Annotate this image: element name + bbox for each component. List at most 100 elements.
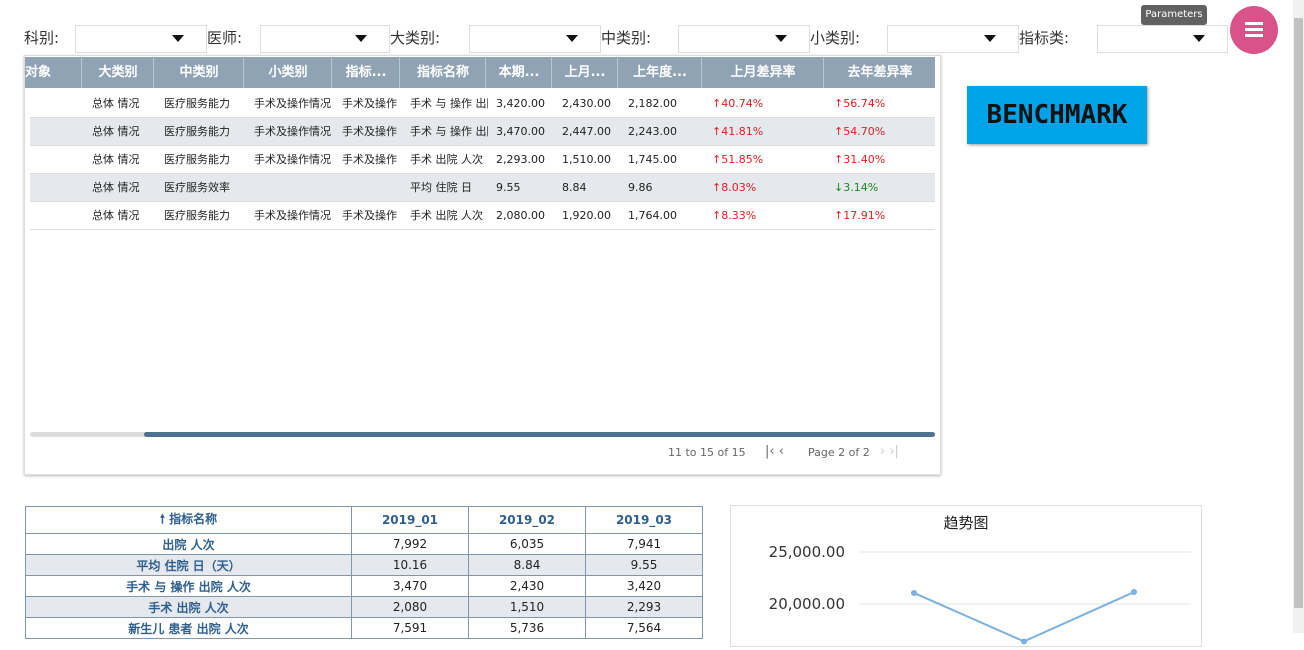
filter-label: 中类别: bbox=[601, 29, 652, 47]
grid-cell: ↑54.70% bbox=[834, 125, 886, 138]
grid-cell bbox=[342, 174, 402, 202]
grid-cell: 9.55 bbox=[496, 181, 521, 194]
filter-select[interactable] bbox=[1097, 25, 1228, 53]
pivot-cell: 2,430 bbox=[468, 575, 586, 597]
grid-cell: 总体 情况 bbox=[92, 97, 140, 110]
pivot-table: 🠕 指标名称 2019_01 2019_02 2019_03 出院 人次 7,992 6,0… bbox=[25, 506, 703, 639]
filter-select[interactable] bbox=[260, 25, 390, 53]
grid-cell: 2,430.00 bbox=[562, 97, 611, 110]
grid-cell: 医疗服务能力 bbox=[164, 97, 230, 110]
grid-cell: ↑31.40% bbox=[834, 153, 886, 166]
pivot-header: 2019_01 bbox=[351, 506, 469, 534]
menu-button[interactable] bbox=[1230, 6, 1278, 54]
grid-cell: ↑51.85% bbox=[712, 153, 764, 166]
pivot-header-text: 2019_03 bbox=[615, 513, 673, 527]
grid-cell: 手术及操作情况 bbox=[254, 125, 331, 138]
chart-panel: 趋势图 25,000.00 20,000.00 bbox=[730, 505, 1202, 647]
grid-header: 对象 大类别 中类别 小类别 指标... 指标名称 本期... 上月... 上年度... 上月差异… bbox=[25, 57, 935, 88]
pivot-row: 新生儿 患者 出院 人次 7,591 5,736 7,564 bbox=[25, 617, 703, 639]
pivot-cell: 7,564 bbox=[585, 617, 703, 639]
grid-cell bbox=[36, 118, 84, 146]
pivot-header: 🠕 指标名称 bbox=[25, 506, 352, 534]
filter-select[interactable] bbox=[75, 25, 207, 53]
grid-cell bbox=[36, 90, 84, 118]
page: Parameters 对象 大类别 中类别 小类别 指标... 指标名称 本期... 上月..… bbox=[24, 0, 1304, 647]
page-info: Page 2 of 2 bbox=[808, 446, 870, 459]
grid-cell bbox=[36, 202, 84, 230]
scroll-thumb[interactable] bbox=[1294, 18, 1303, 608]
filter-select[interactable] bbox=[469, 25, 601, 53]
column-header: 本期... bbox=[485, 57, 552, 88]
filter-select[interactable] bbox=[887, 25, 1019, 53]
grid-cell: 3,470.00 bbox=[496, 125, 545, 138]
grid-row: 总体 情况 医疗服务能力 手术及操作情况 手术及操作 手术 出院 人次 2,080.00 1… bbox=[30, 202, 935, 230]
grid-cell: 9.86 bbox=[628, 181, 653, 194]
grid-cell: ↓3.14% bbox=[834, 181, 879, 194]
pager-nav: |‹ ‹ bbox=[765, 444, 784, 459]
grid-cell bbox=[36, 174, 84, 202]
data-grid: 对象 大类别 中类别 小类别 指标... 指标名称 本期... 上月... 上年度... 上月差异… bbox=[24, 55, 941, 475]
grid-cell: 手术及操作 bbox=[342, 153, 397, 166]
grid-cell: 总体 情况 bbox=[92, 125, 140, 138]
pivot-cell: 2,080 bbox=[351, 596, 469, 618]
column-header: 上年度... bbox=[617, 57, 702, 88]
grid-cell: 医疗服务能力 bbox=[164, 153, 230, 166]
filter-label: 指标类: bbox=[1019, 29, 1070, 47]
grid-cell: 8.84 bbox=[562, 181, 587, 194]
y-tick-label: 20,000.00 bbox=[769, 595, 845, 613]
filter-label: 小类别: bbox=[810, 29, 861, 47]
pivot-header: 2019_02 bbox=[468, 506, 586, 534]
pivot-row: 平均 住院 日（天） 10.16 8.84 9.55 bbox=[25, 554, 703, 576]
column-header: 指标名称 bbox=[399, 57, 486, 88]
trend-chart: 趋势图 25,000.00 20,000.00 bbox=[769, 514, 1191, 645]
grid-cell: 手术 出院 人次 bbox=[410, 209, 483, 222]
column-header: 上月差异率 bbox=[701, 57, 824, 88]
grid-cell: 手术及操作 bbox=[342, 97, 397, 110]
trend-line bbox=[913, 591, 1135, 643]
pivot-cell: 10.16 bbox=[351, 554, 469, 576]
column-header: 去年差异率 bbox=[823, 57, 936, 88]
grid-row: 总体 情况 医疗服务效率 平均 住院 日 9.55 8.84 9.86 ↑8.03% ↓3.1… bbox=[30, 174, 935, 202]
pivot-cell: 手术 与 操作 出院 人次 bbox=[25, 575, 352, 597]
grid-cell: ↑40.74% bbox=[712, 97, 764, 110]
pivot-cell: 手术 出院 人次 bbox=[25, 596, 352, 618]
grid-cell: 1,745.00 bbox=[628, 153, 677, 166]
pivot-row: 出院 人次 7,992 6,035 7,941 bbox=[25, 533, 703, 555]
pager-nav: › ›| bbox=[880, 444, 899, 459]
pivot-cell: 7,591 bbox=[351, 617, 469, 639]
benchmark-logo[interactable]: BENCHMARK bbox=[967, 86, 1147, 144]
column-header: 小类别 bbox=[243, 57, 332, 88]
pivot-cell: 5,736 bbox=[468, 617, 586, 639]
filter-label: 大类别: bbox=[390, 29, 441, 47]
grid-cell: 手术及操作 bbox=[342, 209, 397, 222]
pivot-cell: 6,035 bbox=[468, 533, 586, 555]
grid-cell: 总体 情况 bbox=[92, 153, 140, 166]
pivot-cell: 2,293 bbox=[585, 596, 703, 618]
grid-cell: 医疗服务能力 bbox=[164, 125, 230, 138]
pivot-cell: 平均 住院 日（天） bbox=[25, 554, 352, 576]
y-tick-label: 25,000.00 bbox=[769, 543, 845, 561]
scrollbar[interactable] bbox=[1293, 0, 1304, 633]
pivot-cell: 7,941 bbox=[585, 533, 703, 555]
grid-cell: 手术及操作 bbox=[342, 125, 397, 138]
pivot-cell: 3,420 bbox=[585, 575, 703, 597]
grid-cell: 手术及操作情况 bbox=[254, 209, 331, 222]
grid-cell: 平均 住院 日 bbox=[410, 181, 472, 194]
grid-cell: 总体 情况 bbox=[92, 181, 140, 194]
filter-select[interactable] bbox=[678, 25, 810, 53]
row-count: 11 to 15 of 15 bbox=[668, 446, 746, 459]
pivot-header-text: 2019_02 bbox=[498, 513, 556, 527]
grid-cell: 1,764.00 bbox=[628, 209, 677, 222]
grid-cell: ↑41.81% bbox=[712, 125, 764, 138]
trend-point bbox=[1021, 638, 1027, 645]
pivot-row: 手术 与 操作 出院 人次 3,470 2,430 3,420 bbox=[25, 575, 703, 597]
grid-row: 总体 情况 医疗服务能力 手术及操作情况 手术及操作 手术 出院 人次 2,293.00 1… bbox=[30, 146, 935, 174]
grid-cell: 手术及操作情况 bbox=[254, 153, 331, 166]
grid-cell: 总体 情况 bbox=[92, 209, 140, 222]
grid-cell bbox=[254, 174, 334, 202]
h-scroll-thumb[interactable] bbox=[144, 432, 935, 437]
